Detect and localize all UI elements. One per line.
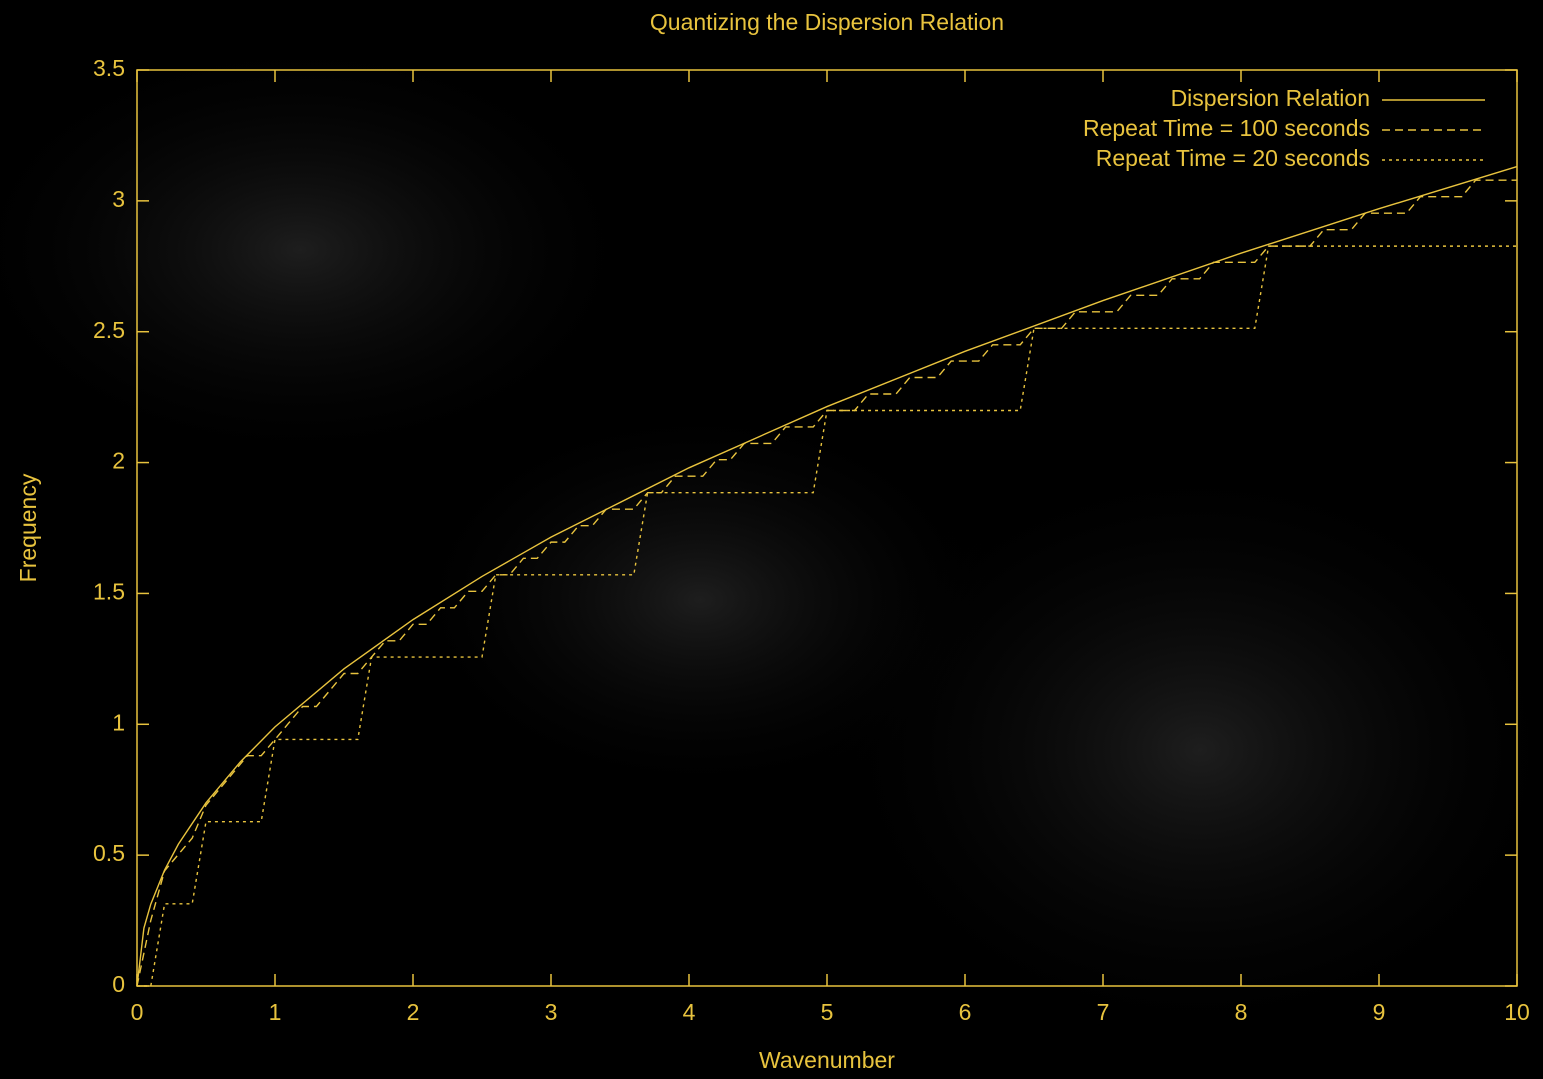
x-tick-label: 7 (1097, 999, 1110, 1025)
chart: Quantizing the Dispersion Relation Waven… (0, 0, 1543, 1079)
y-tick-label: 3 (112, 186, 125, 212)
x-tick-label: 0 (131, 999, 144, 1025)
chart-title: Quantizing the Dispersion Relation (650, 9, 1004, 35)
background-smoke (400, 400, 1000, 800)
y-axis-label: Frequency (15, 473, 41, 582)
x-axis-label: Wavenumber (759, 1047, 895, 1073)
x-tick-label: 4 (683, 999, 696, 1025)
x-tick-label: 10 (1504, 999, 1530, 1025)
legend-label: Dispersion Relation (1171, 85, 1370, 111)
x-tick-label: 6 (959, 999, 972, 1025)
x-tick-label: 2 (407, 999, 420, 1025)
y-tick-label: 0.5 (93, 840, 125, 866)
legend-label: Repeat Time = 100 seconds (1083, 115, 1370, 141)
x-tick-label: 5 (821, 999, 834, 1025)
y-tick-label: 0 (112, 971, 125, 997)
y-tick-label: 1.5 (93, 579, 125, 605)
x-tick-label: 3 (545, 999, 558, 1025)
y-tick-label: 3.5 (93, 55, 125, 81)
x-tick-label: 8 (1235, 999, 1248, 1025)
legend-label: Repeat Time = 20 seconds (1096, 145, 1370, 171)
y-tick-label: 2 (112, 448, 125, 474)
y-tick-label: 1 (112, 709, 125, 735)
x-tick-label: 1 (269, 999, 282, 1025)
y-tick-label: 2.5 (93, 317, 125, 343)
x-tick-label: 9 (1373, 999, 1386, 1025)
page: {"chart_data": { "type": "line", "title"… (0, 0, 1543, 1079)
